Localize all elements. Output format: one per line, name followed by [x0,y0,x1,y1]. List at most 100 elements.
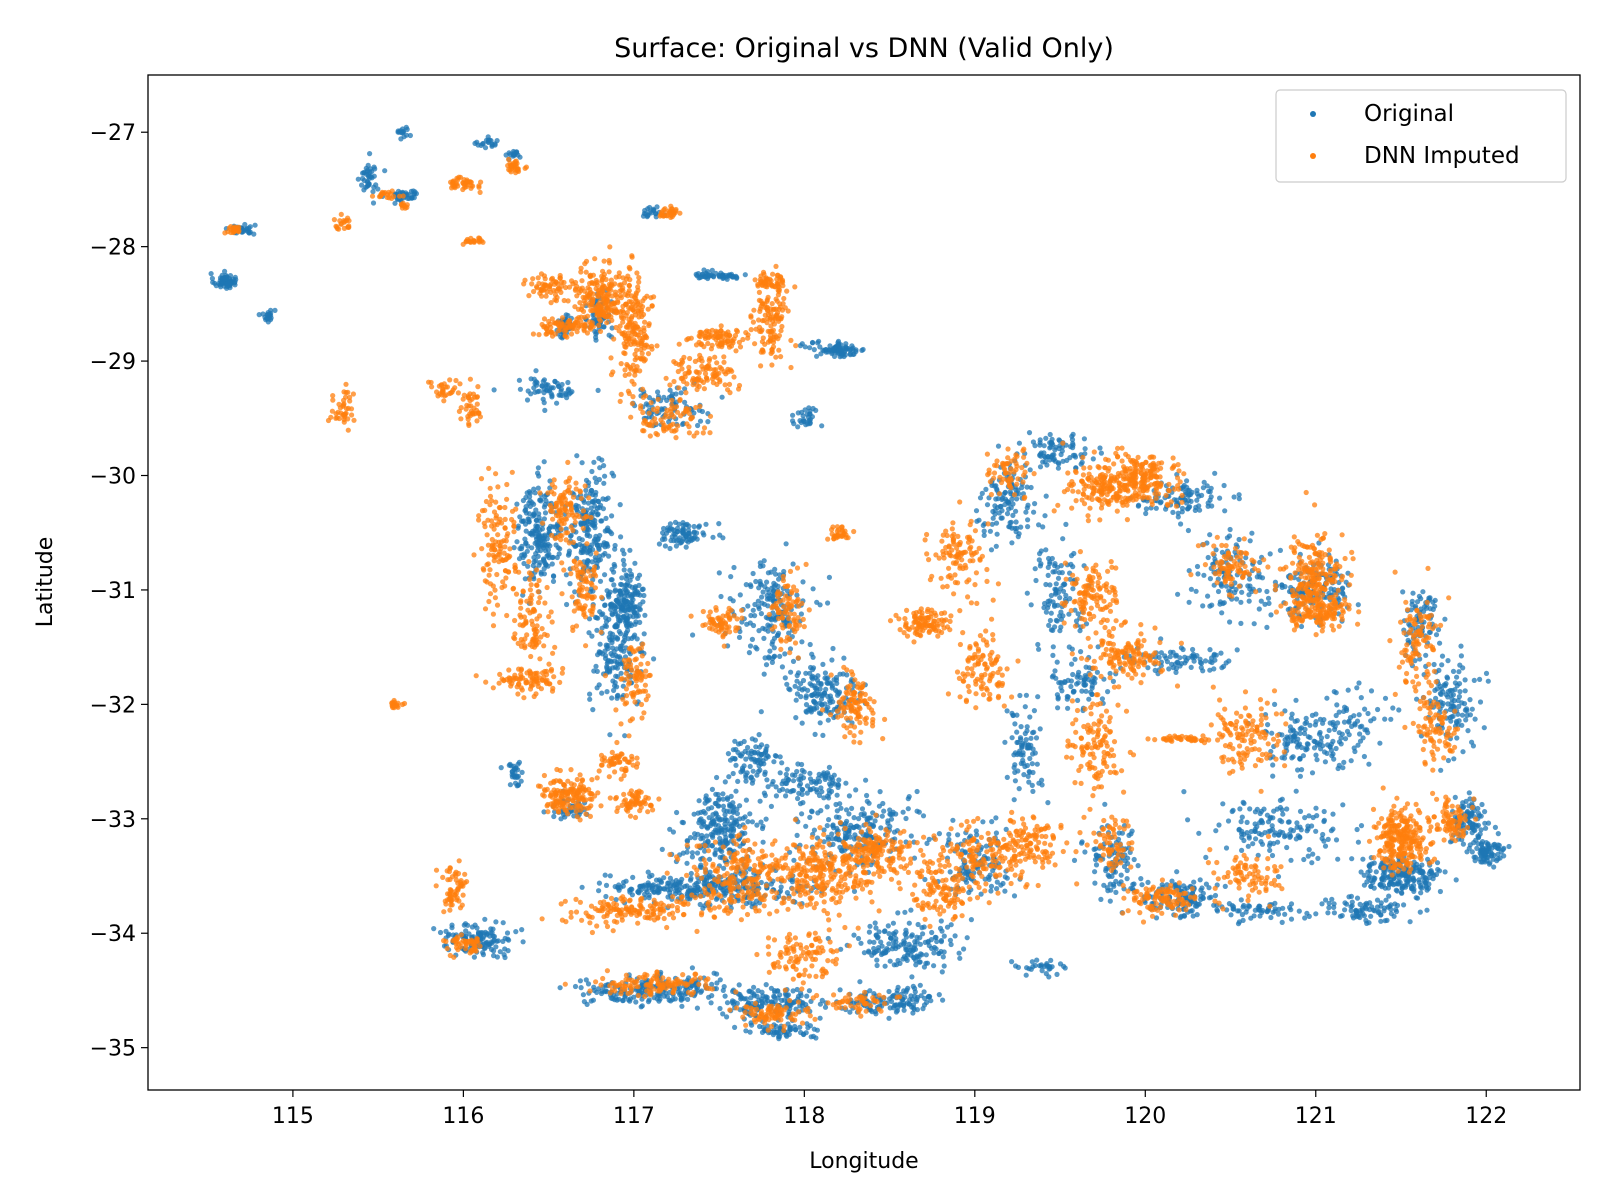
data-point [1256,830,1262,837]
data-point [714,980,720,986]
data-point [1277,804,1283,811]
data-point [1079,688,1085,694]
data-point [1309,770,1316,776]
data-point [902,909,908,915]
data-point [584,532,590,539]
data-point [621,593,628,599]
data-point [844,672,850,678]
data-point [667,826,673,832]
data-point [779,664,786,670]
data-point [764,777,770,783]
data-point [563,572,570,578]
data-point [504,930,511,936]
data-point [525,563,531,569]
data-point [999,515,1005,521]
data-point [1361,753,1367,760]
data-point [726,774,732,780]
data-point [608,995,614,1001]
data-point [798,694,804,700]
data-point [826,817,832,823]
data-point [683,544,689,550]
data-point [900,809,906,815]
data-point [519,543,525,550]
data-point [1064,693,1070,700]
data-point [762,771,768,778]
data-point [917,982,923,988]
data-point [1053,590,1059,596]
data-point [1257,574,1263,580]
data-point [500,920,506,926]
data-point [743,756,749,762]
data-point [543,498,549,504]
data-point [618,670,624,676]
data-point [1070,586,1076,592]
data-point [1068,561,1074,568]
data-point [815,810,821,816]
data-point [590,997,597,1003]
data-point [808,664,814,671]
data-point [904,952,911,958]
data-point [745,819,751,825]
data-point [872,920,878,926]
data-point [1037,452,1043,458]
data-point [680,531,686,537]
data-point [1247,806,1253,812]
data-point [772,566,778,572]
data-point [616,654,623,660]
data-point [878,939,884,945]
data-point [482,941,488,947]
data-point [1153,505,1159,511]
data-point [1174,869,1180,875]
data-point [1368,688,1375,694]
data-point [1240,799,1246,806]
data-point [522,521,529,527]
data-point [1272,830,1278,836]
data-point [1099,696,1105,702]
data-point [593,334,599,340]
data-point [449,922,455,928]
data-point [777,653,783,660]
data-point [1030,751,1036,757]
data-point [783,541,789,547]
data-point [1340,591,1346,597]
data-point [1043,547,1049,553]
data-point [689,965,696,971]
data-point [536,562,542,568]
data-point [617,502,623,508]
data-point [538,498,544,504]
data-point [1013,508,1019,514]
data-point [810,786,817,792]
data-point [1269,852,1276,859]
data-point [403,124,409,130]
data-point [583,477,590,483]
data-point [1072,656,1078,662]
data-point [1062,679,1068,686]
data-point [596,682,602,688]
data-point [741,738,747,745]
data-point [993,496,999,502]
data-point [574,453,580,459]
data-point [704,833,710,839]
data-point [835,782,841,788]
data-point [688,537,694,544]
data-point [824,823,830,829]
data-point [820,661,826,668]
data-point [1236,908,1242,914]
data-point [705,419,711,425]
data-point [757,563,764,570]
data-point [851,932,857,938]
data-point [1189,908,1195,914]
data-point [662,536,668,542]
data-point [1186,492,1192,499]
data-point [822,675,828,681]
data-point [482,145,489,151]
data-point [1052,668,1058,674]
data-point [629,892,636,898]
data-point [1342,736,1349,742]
data-point [910,983,916,990]
data-point [366,182,372,188]
data-point [541,557,547,563]
data-point [890,920,897,926]
data-point [609,531,615,537]
data-point [761,635,767,642]
